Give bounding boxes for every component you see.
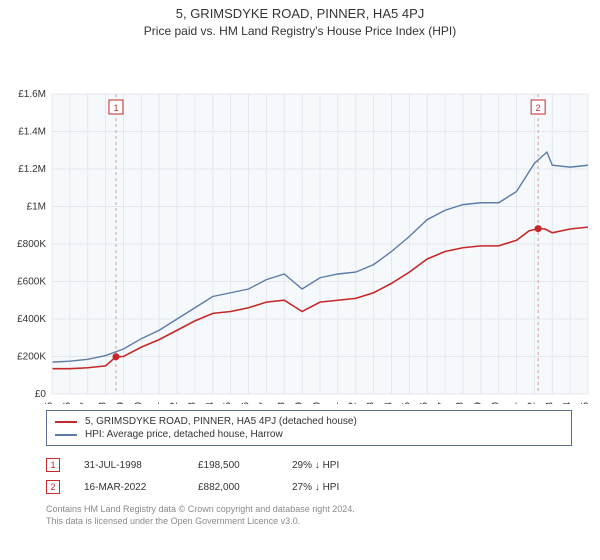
- svg-text:2025: 2025: [580, 402, 591, 404]
- svg-text:2024: 2024: [562, 402, 573, 404]
- svg-text:£600K: £600K: [17, 277, 46, 288]
- event-date: 31-JUL-1998: [84, 460, 174, 471]
- svg-text:2004: 2004: [205, 402, 216, 404]
- svg-text:£400K: £400K: [17, 314, 46, 325]
- svg-text:2001: 2001: [151, 402, 162, 404]
- svg-text:2014: 2014: [383, 402, 394, 404]
- svg-text:1998: 1998: [98, 402, 109, 404]
- chart-subtitle: Price paid vs. HM Land Registry's House …: [0, 21, 600, 44]
- event-row: 1 31-JUL-1998 £198,500 29% ↓ HPI: [46, 454, 572, 476]
- svg-text:1996: 1996: [62, 402, 73, 404]
- event-price: £882,000: [198, 482, 268, 493]
- svg-text:2008: 2008: [276, 402, 287, 404]
- svg-text:2010: 2010: [312, 402, 323, 404]
- event-date: 16-MAR-2022: [84, 482, 174, 493]
- legend: 5, GRIMSDYKE ROAD, PINNER, HA5 4PJ (deta…: [46, 410, 572, 446]
- svg-text:2018: 2018: [455, 402, 466, 404]
- svg-text:2023: 2023: [544, 402, 555, 404]
- line-chart: £0 £200K £400K £600K £800K £1M £1.2M £1.4M £1.6M…: [0, 44, 600, 404]
- event-price: £198,500: [198, 460, 268, 471]
- legend-swatch: [55, 421, 77, 423]
- svg-text:2017: 2017: [437, 402, 448, 404]
- svg-text:2021: 2021: [509, 402, 520, 404]
- event-marker: 2: [46, 480, 60, 494]
- svg-text:2013: 2013: [366, 402, 377, 404]
- event-diff: 29% ↓ HPI: [292, 460, 339, 471]
- attribution-line: Contains HM Land Registry data © Crown c…: [46, 504, 572, 516]
- chart-container: 5, GRIMSDYKE ROAD, PINNER, HA5 4PJ Price…: [0, 0, 600, 560]
- svg-text:2005: 2005: [223, 402, 234, 404]
- event-marker: 1: [46, 458, 60, 472]
- legend-label: 5, GRIMSDYKE ROAD, PINNER, HA5 4PJ (deta…: [85, 416, 357, 427]
- svg-text:1999: 1999: [115, 402, 126, 404]
- legend-item: HPI: Average price, detached house, Harr…: [55, 428, 563, 441]
- event-row: 2 16-MAR-2022 £882,000 27% ↓ HPI: [46, 476, 572, 498]
- event-diff: 27% ↓ HPI: [292, 482, 339, 493]
- svg-text:2019: 2019: [473, 402, 484, 404]
- svg-text:£1.6M: £1.6M: [18, 89, 46, 100]
- svg-text:2003: 2003: [187, 402, 198, 404]
- event-list: 1 31-JUL-1998 £198,500 29% ↓ HPI 2 16-MA…: [46, 454, 572, 498]
- svg-text:£1.2M: £1.2M: [18, 164, 46, 175]
- svg-text:1995: 1995: [44, 402, 55, 404]
- attribution: Contains HM Land Registry data © Crown c…: [46, 504, 572, 527]
- svg-text:£1M: £1M: [27, 202, 46, 213]
- svg-text:1: 1: [113, 103, 118, 113]
- svg-text:2016: 2016: [419, 402, 430, 404]
- svg-text:£800K: £800K: [17, 239, 46, 250]
- svg-text:2015: 2015: [401, 402, 412, 404]
- svg-text:£0: £0: [35, 389, 47, 400]
- svg-text:2007: 2007: [258, 402, 269, 404]
- svg-text:2000: 2000: [133, 402, 144, 404]
- svg-text:£1.4M: £1.4M: [18, 127, 46, 138]
- svg-text:2022: 2022: [526, 402, 537, 404]
- legend-swatch: [55, 434, 77, 436]
- svg-text:2006: 2006: [241, 402, 252, 404]
- legend-label: HPI: Average price, detached house, Harr…: [85, 429, 283, 440]
- svg-text:2012: 2012: [348, 402, 359, 404]
- svg-text:2: 2: [536, 103, 541, 113]
- svg-text:1997: 1997: [80, 402, 91, 404]
- svg-text:£200K: £200K: [17, 352, 46, 363]
- legend-item: 5, GRIMSDYKE ROAD, PINNER, HA5 4PJ (deta…: [55, 415, 563, 428]
- svg-text:2002: 2002: [169, 402, 180, 404]
- svg-text:2020: 2020: [491, 402, 502, 404]
- svg-text:2009: 2009: [294, 402, 305, 404]
- svg-text:2011: 2011: [330, 402, 341, 404]
- attribution-line: This data is licensed under the Open Gov…: [46, 516, 572, 528]
- chart-title: 5, GRIMSDYKE ROAD, PINNER, HA5 4PJ: [0, 0, 600, 21]
